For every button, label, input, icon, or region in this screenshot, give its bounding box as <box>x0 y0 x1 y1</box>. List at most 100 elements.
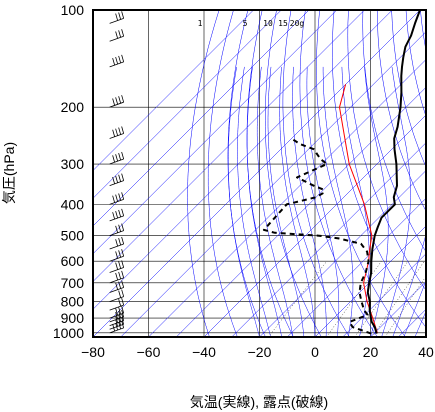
wind-barb-flag <box>112 212 116 220</box>
dry-adiabat-line <box>362 10 426 253</box>
wind-barb-staff <box>109 133 124 139</box>
isotherm-line <box>176 86 426 337</box>
wind-barb-flag <box>121 297 125 306</box>
moist-adiabat-line <box>322 66 354 337</box>
dry-adiabat-line <box>316 10 406 337</box>
dry-adiabat-line <box>332 10 426 328</box>
x-axis-label: 気温(実線), 露点(破線) <box>190 394 328 410</box>
isotherm-line <box>93 10 365 282</box>
wind-barb-staff <box>109 320 124 327</box>
wind-barb-flag <box>115 97 119 105</box>
wind-barb-staff <box>109 180 124 187</box>
dry-adiabat-line <box>299 10 378 337</box>
wind-barb-flag <box>118 307 122 315</box>
wind-barb-flag <box>118 96 122 104</box>
moist-adiabat-line <box>414 310 426 337</box>
wind-barb-staff <box>109 316 124 323</box>
wind-barb-staff <box>109 304 124 311</box>
moist-adiabat-line <box>279 66 316 337</box>
wind-barb-staff <box>109 230 124 237</box>
moist-adiabat-line <box>425 336 426 337</box>
moist-adiabat-line <box>237 66 271 337</box>
wind-barb-flag <box>121 223 125 231</box>
isotherm-line <box>342 253 426 337</box>
wind-barb-flag <box>121 208 125 217</box>
wind-barb-flag <box>115 56 119 65</box>
wind-barb-flag <box>121 289 125 297</box>
wind-barb-flag <box>121 173 125 181</box>
wind-barb-flag <box>121 260 125 268</box>
dry-adiabat-line <box>187 10 220 337</box>
isotherm-line <box>203 114 426 337</box>
wind-barb-flag <box>115 282 119 290</box>
y-tick-label: 1000 <box>53 325 84 341</box>
isotherm-line <box>425 336 426 337</box>
y-tick-label: 700 <box>61 275 85 291</box>
wind-barb-flag <box>121 270 125 278</box>
dry-adiabat-line <box>391 10 426 168</box>
moist-adiabat-line <box>292 66 327 337</box>
x-tick-label: −40 <box>192 344 216 360</box>
wind-barb-flag <box>118 290 122 298</box>
isotherm-line <box>93 10 337 255</box>
wind-barb-flag <box>112 195 116 203</box>
dry-adiabat-line <box>207 10 238 337</box>
wind-barb-flag <box>121 95 125 103</box>
wind-barb-flag <box>115 272 119 281</box>
moist-adiabat-line <box>381 66 411 337</box>
wind-barb-flag <box>118 12 122 20</box>
y-tick-label: 100 <box>61 2 85 18</box>
x-tick-label: −80 <box>81 344 105 360</box>
wind-barb-flag <box>118 299 122 307</box>
wind-barb-flag <box>115 239 119 247</box>
wind-barb-flag <box>118 153 122 161</box>
wind-barb-flag <box>118 271 122 280</box>
wind-barb-flag <box>121 249 125 257</box>
moist-adiabat-line <box>246 66 282 337</box>
y-tick-label: 500 <box>61 228 85 244</box>
isotherm-line <box>259 170 426 337</box>
moist-adiabat-line <box>306 66 340 337</box>
wind-barb-staff <box>109 243 124 250</box>
wind-barb-staff <box>109 158 124 165</box>
wind-barb-flag <box>118 30 122 38</box>
wind-barb-flag <box>121 151 125 160</box>
wind-barb-flag <box>118 261 122 269</box>
mixing-ratio-line <box>354 261 409 337</box>
wind-barb-staff <box>109 199 124 205</box>
dry-adiabat-line <box>347 10 426 291</box>
wind-barb-flag <box>112 58 116 66</box>
wind-barb-staff <box>109 61 124 68</box>
mixing-ratio-label: 15 <box>278 19 288 28</box>
dry-adiabat-line <box>227 10 266 337</box>
moist-adiabat-line <box>228 66 260 337</box>
y-tick-label: 400 <box>61 196 85 212</box>
x-tick-label: 0 <box>311 344 319 360</box>
wind-barb-flag <box>115 31 119 39</box>
dry-adiabat-line <box>282 10 350 337</box>
wind-barb-staff <box>109 312 124 319</box>
moist-adiabat-line <box>392 66 426 337</box>
isotherm-line <box>287 197 426 337</box>
wind-barb-flag <box>115 210 119 219</box>
moist-adiabat-line <box>403 280 426 337</box>
isotherm-line <box>231 142 426 337</box>
wind-barb-flag <box>115 251 119 259</box>
y-tick-label: 800 <box>61 294 85 310</box>
wind-barb-flag <box>118 281 122 289</box>
wind-barb-flag <box>112 98 116 106</box>
wind-barb-flag <box>115 308 119 316</box>
moist-adiabat-line <box>364 66 389 337</box>
wind-barb-staff <box>109 277 124 284</box>
isotherm-line <box>93 10 282 199</box>
mixing-ratio-line <box>326 261 382 337</box>
wind-barb-flag <box>121 280 125 288</box>
plot-frame <box>92 9 427 338</box>
dry-adiabat-line <box>265 10 322 337</box>
wind-barb-flag <box>118 193 122 201</box>
x-tick-label: −60 <box>137 344 161 360</box>
y-tick-label: 200 <box>61 99 85 115</box>
mixing-ratio-label: 1 <box>198 19 203 28</box>
wind-barb-flag <box>115 128 119 136</box>
